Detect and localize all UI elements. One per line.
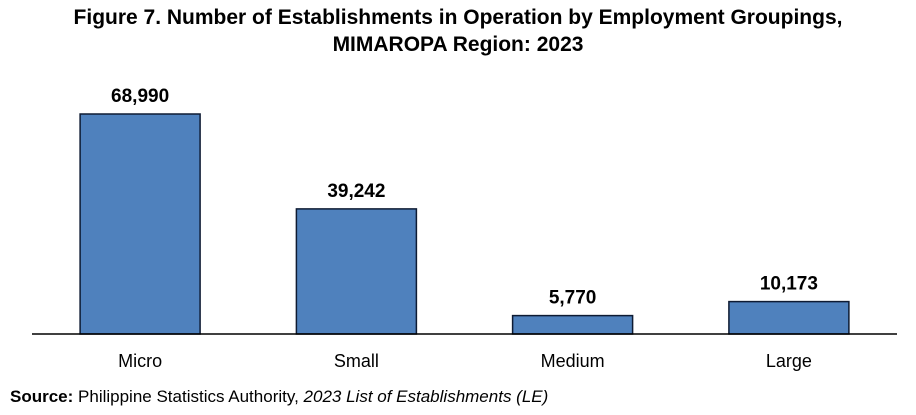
chart-title-line-1: Figure 7. Number of Establishments in Op… — [73, 6, 843, 29]
source-organization: Philippine Statistics Authority, — [73, 387, 304, 406]
chart-title: Figure 7. Number of Establishments in Op… — [0, 4, 916, 58]
bar-medium — [511, 314, 634, 335]
category-label-large: Large — [766, 351, 812, 371]
data-label-large: 10,173 — [760, 274, 818, 295]
source-note: Source: Philippine Statistics Authority,… — [10, 386, 548, 408]
source-publication: 2023 List of Establishments (LE) — [303, 387, 549, 406]
bar-large — [728, 300, 850, 335]
category-label-micro: Micro — [118, 351, 162, 371]
category-label-medium: Medium — [541, 351, 605, 371]
data-label-micro: 68,990 — [111, 86, 169, 107]
bar-small — [295, 208, 418, 335]
source-label: Source: — [10, 387, 74, 406]
bar-micro — [79, 113, 201, 335]
data-label-medium: 5,770 — [549, 288, 597, 309]
chart-title-line-2: MIMAROPA Region: 2023 — [332, 33, 584, 56]
data-label-small: 39,242 — [327, 181, 385, 202]
value-labels-group: 68,990 39,242 5,770 10,173 — [111, 86, 818, 309]
category-label-small: Small — [334, 351, 379, 371]
category-labels-group: Micro Small Medium Large — [118, 351, 812, 371]
bars-group — [79, 113, 850, 335]
